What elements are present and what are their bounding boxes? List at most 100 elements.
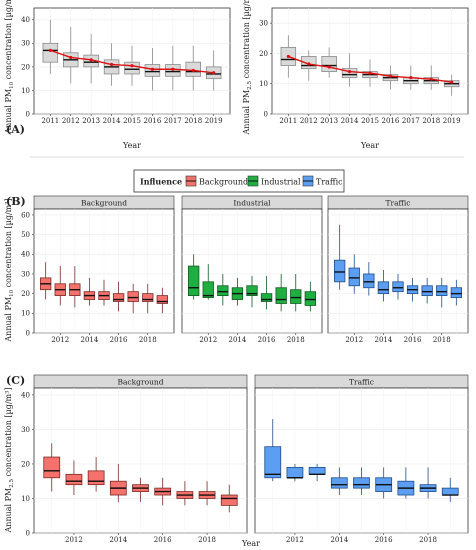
facet-B-industrial: Industrial (181, 195, 323, 210)
trend-point (130, 64, 134, 68)
x-tick-label: 2016 (110, 336, 128, 344)
box-2013 (87, 457, 105, 492)
x-tick-label: 2014 (341, 117, 359, 125)
box-2013 (69, 266, 81, 308)
x-tick-label: 2016 (258, 336, 276, 344)
box-2012 (54, 266, 66, 306)
box-2017 (397, 467, 415, 499)
y-tick-label: 20 (259, 50, 268, 58)
A2-y-axis-title: Annual PM2.5 concentration [µg/m³] (242, 0, 253, 135)
box-2011 (188, 254, 200, 300)
x-tick-label: 2017 (164, 117, 182, 125)
box-2012 (202, 264, 214, 300)
facet-B-background: Background (33, 195, 175, 210)
box-2014 (109, 463, 127, 502)
x-tick-label: 2012 (62, 117, 80, 125)
box-2013 (308, 463, 326, 482)
x-tick-label: 2013 (82, 117, 100, 125)
box-body (65, 473, 83, 486)
trend-point (327, 65, 331, 69)
x-tick-label: 2018 (139, 336, 157, 344)
box-body (286, 467, 304, 479)
trend-point (286, 54, 290, 59)
box-2012 (286, 463, 304, 482)
x-tick-label: 2018 (433, 336, 451, 344)
y-tick-label: 0 (26, 329, 30, 337)
box-2016 (375, 467, 393, 499)
x-tick-label: 2017 (402, 117, 420, 125)
box-body (321, 56, 337, 72)
A2-x-axis-title: Year (360, 141, 379, 150)
y-tick-label: 30 (21, 40, 30, 48)
box-body (220, 494, 238, 506)
trend-point (48, 48, 52, 53)
box-body (202, 281, 214, 298)
x-tick-label: 2012 (199, 336, 217, 344)
box-body (43, 456, 61, 479)
x-tick-label: 2016 (382, 117, 400, 125)
box-body (127, 291, 139, 302)
BC-x-axis-title: Year (241, 539, 260, 548)
x-tick-label: 2018 (422, 117, 440, 125)
y-tick-label: 30 (21, 270, 30, 278)
trend-point (409, 76, 413, 80)
legend-label-traffic: Traffic (316, 178, 343, 187)
box-body (392, 281, 404, 293)
y-tick-label: 10 (21, 495, 30, 503)
x-tick-label: 2014 (330, 536, 348, 544)
x-tick-label: 2015 (123, 117, 141, 125)
trend-point (191, 68, 195, 73)
y-tick-label: 60 (21, 211, 30, 219)
box-2014 (377, 270, 390, 302)
trend-point (109, 62, 114, 67)
box-2017 (275, 273, 287, 312)
chart-A2: 0 10 20 30 2011 2012 2013 2014 2015 2016 2017 2018 2… (259, 7, 469, 125)
box-body (217, 285, 229, 297)
box-2011 (334, 224, 346, 290)
box-2014 (231, 277, 244, 306)
x-tick-label: 2016 (144, 117, 162, 125)
box-body (264, 446, 282, 479)
trend-point (368, 71, 372, 75)
box-2012 (348, 254, 360, 294)
x-tick-label: 2019 (205, 117, 223, 125)
x-tick-label: 2012 (65, 536, 83, 544)
box-2014 (83, 277, 96, 306)
facet-B-traffic: Traffic (327, 195, 469, 210)
legend-label-background: Background (199, 178, 248, 187)
x-tick-label: 2011 (41, 117, 59, 125)
y-tick-label: 30 (21, 426, 30, 434)
chart-B-background: 0 10 20 30 40 50 60 2012 2014 2016 2018 (21, 208, 175, 344)
box-2018 (198, 481, 216, 506)
legend: Influence Background Industrial Traffic (133, 169, 345, 193)
box-body (330, 477, 348, 489)
trend-point (450, 80, 454, 84)
box-body (290, 289, 302, 304)
box-body (441, 487, 459, 496)
box-body (436, 285, 448, 297)
box-2018 (290, 273, 302, 312)
facet-strip-label: Traffic (349, 378, 374, 387)
box-2018 (142, 283, 154, 314)
box-2016 (406, 277, 419, 302)
box-body (188, 265, 200, 297)
box-body (363, 273, 375, 289)
legend-title: Influence (140, 177, 182, 187)
x-tick-label: 2016 (404, 336, 422, 344)
box-2018 (185, 45, 201, 91)
facet-strip-label: Industrial (233, 199, 271, 208)
box-2019 (220, 484, 238, 513)
box-2011 (43, 443, 61, 492)
facet-C-background: Background (33, 374, 248, 389)
box-2012 (65, 460, 83, 496)
trend-point (69, 55, 73, 60)
box-2016 (260, 275, 273, 310)
box-body (304, 291, 316, 306)
box-2018 (436, 277, 448, 308)
box-2011 (264, 419, 282, 482)
y-tick-label: 10 (259, 80, 268, 88)
chart-C-background: 0 10 20 30 40 2012 2014 2016 2018 (21, 387, 248, 544)
